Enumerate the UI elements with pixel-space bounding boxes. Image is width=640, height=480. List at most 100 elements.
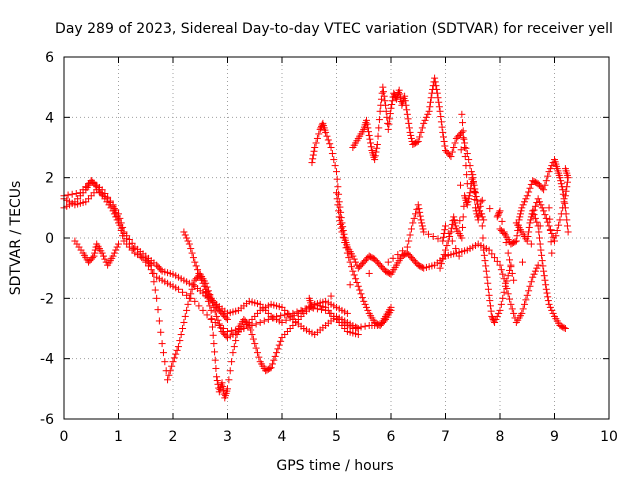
data-point-marker [390, 89, 398, 97]
data-point-marker [226, 367, 234, 375]
data-point-marker [354, 331, 362, 339]
data-point-marker [219, 383, 227, 391]
data-point-marker [450, 216, 458, 224]
data-point-marker [548, 306, 556, 314]
data-point-marker [333, 168, 340, 176]
data-point-marker [535, 228, 543, 236]
data-point-marker [460, 202, 468, 210]
data-point-marker [478, 210, 486, 218]
data-point-marker [388, 97, 396, 105]
data-point-marker [523, 192, 531, 200]
data-point-marker [177, 331, 185, 339]
data-point-marker [474, 216, 482, 224]
data-point-marker [538, 251, 546, 259]
data-point-marker [157, 266, 165, 274]
data-point-marker [366, 135, 374, 143]
data-point-marker [469, 179, 477, 187]
data-point-marker [101, 190, 109, 198]
data-point-marker [504, 249, 512, 257]
data-point-marker [499, 270, 507, 278]
data-point-marker [476, 202, 484, 210]
data-point-marker [347, 263, 355, 271]
data-point-marker [446, 232, 454, 240]
data-point-marker [179, 288, 187, 296]
data-point-marker [206, 302, 214, 310]
data-point-marker [98, 249, 106, 257]
data-point-marker [356, 286, 364, 294]
data-point-marker [382, 101, 390, 109]
data-point-marker [420, 228, 428, 236]
data-point-marker [527, 278, 535, 286]
data-point-marker [403, 243, 411, 251]
data-point-marker [407, 225, 415, 233]
data-point-marker [352, 275, 360, 283]
data-point-marker [353, 278, 361, 286]
data-point-marker [273, 349, 281, 357]
data-point-marker [504, 272, 512, 280]
data-point-marker [561, 325, 569, 332]
data-point-marker [401, 97, 409, 105]
data-point-marker [497, 266, 505, 274]
data-point-marker [388, 101, 396, 109]
x-tick-label: 0 [60, 429, 69, 445]
data-point-marker [416, 133, 424, 141]
x-tick-label: 10 [600, 429, 618, 445]
data-point-marker [208, 315, 216, 323]
data-point-marker [403, 110, 411, 118]
data-point-marker [184, 300, 192, 308]
data-point-marker [562, 187, 570, 195]
data-point-marker [448, 237, 456, 245]
data-point-marker [249, 335, 257, 343]
data-point-marker [458, 234, 466, 242]
data-point-marker [441, 226, 449, 234]
data-point-marker [212, 364, 220, 372]
data-point-marker [405, 119, 413, 127]
data-point-marker [541, 181, 549, 189]
data-point-marker [157, 328, 165, 336]
data-point-marker [498, 217, 506, 225]
data-point-marker [460, 135, 468, 143]
x-tick-label: 5 [332, 429, 341, 445]
data-point-marker [333, 189, 340, 197]
data-point-marker [548, 229, 556, 237]
data-point-marker [471, 204, 479, 212]
data-point-marker [519, 305, 527, 313]
data-point-marker [386, 110, 394, 118]
data-point-marker [117, 226, 125, 234]
data-point-marker [168, 362, 176, 370]
data-point-marker [253, 349, 261, 357]
data-point-marker [331, 162, 339, 170]
data-point-marker [389, 254, 397, 262]
data-point-marker [334, 183, 342, 191]
data-point-marker [521, 198, 529, 206]
data-point-marker [414, 137, 422, 145]
data-point-marker [409, 219, 417, 227]
data-point-marker [170, 354, 178, 362]
data-point-marker [327, 144, 335, 151]
data-point-marker [427, 98, 435, 106]
data-point-marker [500, 288, 508, 296]
data-point-marker [360, 297, 368, 305]
data-point-marker [524, 232, 532, 240]
data-point-marker [434, 94, 442, 102]
data-point-marker [98, 186, 106, 194]
data-point-marker [459, 127, 467, 135]
data-point-marker [218, 379, 226, 387]
data-point-marker [252, 344, 260, 352]
data-point-marker [146, 260, 154, 268]
data-point-marker [364, 306, 372, 314]
data-point-marker [481, 257, 489, 265]
data-point-marker [561, 165, 569, 173]
data-point-marker [513, 232, 521, 240]
data-point-marker [207, 306, 215, 314]
data-point-marker [462, 144, 470, 152]
data-point-marker [536, 234, 544, 242]
data-point-marker [553, 226, 561, 234]
data-point-marker [531, 214, 539, 222]
data-point-marker [561, 199, 569, 207]
data-point-marker [194, 266, 202, 274]
data-point-marker [467, 168, 475, 176]
data-point-marker [282, 316, 290, 324]
data-point-marker [544, 297, 552, 305]
data-point-marker [323, 132, 331, 140]
